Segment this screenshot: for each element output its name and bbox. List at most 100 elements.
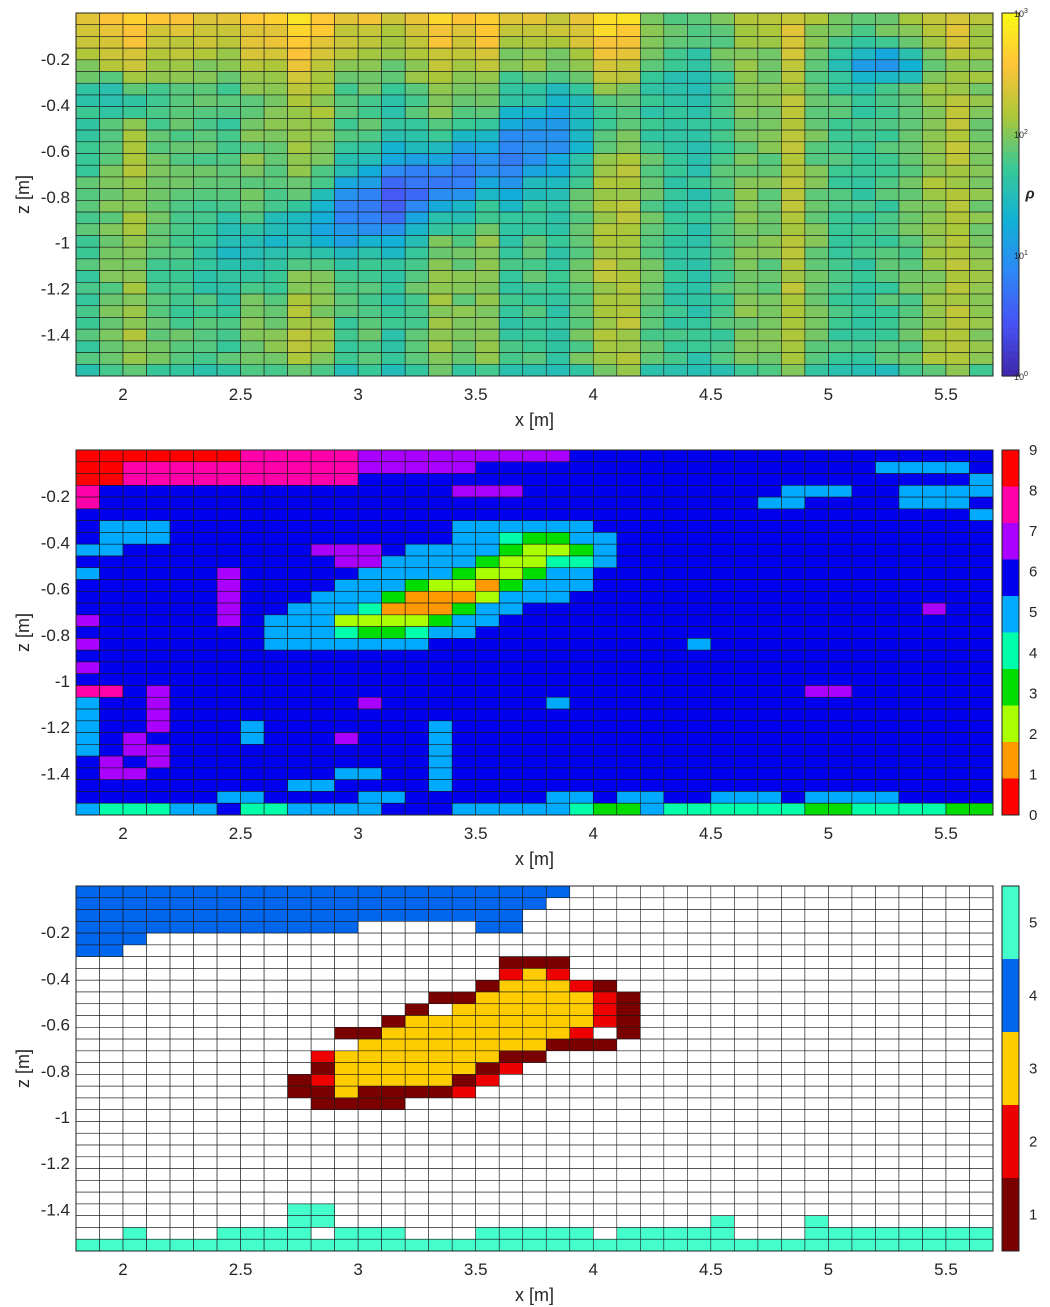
heatmap-cell <box>592 1227 618 1240</box>
heatmap-cell <box>240 106 265 119</box>
heatmap-cell <box>898 944 923 957</box>
heatmap-cell <box>498 246 524 260</box>
heatmap-cell <box>875 1144 900 1158</box>
heatmap-cell <box>522 59 547 72</box>
heatmap-cell <box>287 520 312 533</box>
heatmap-cell <box>357 293 382 307</box>
heatmap-cell <box>969 708 994 722</box>
heatmap-cell <box>592 696 618 710</box>
heatmap-cell <box>545 932 571 946</box>
heatmap-cell <box>522 1050 547 1063</box>
heatmap-cell <box>334 567 359 580</box>
heatmap-cell <box>122 673 147 686</box>
heatmap-cell <box>216 363 241 377</box>
heatmap-cell <box>216 1121 241 1134</box>
heatmap-cell <box>99 579 124 592</box>
heatmap-cell <box>828 141 853 154</box>
heatmap-cell <box>875 991 900 1005</box>
heatmap-cell <box>592 305 618 318</box>
heatmap-cell <box>781 543 806 557</box>
heatmap-cell <box>498 720 524 733</box>
heatmap-cell <box>404 485 429 498</box>
heatmap-cell <box>945 82 970 96</box>
heatmap-cell <box>169 956 194 969</box>
heatmap-cell <box>193 1074 218 1087</box>
heatmap-cell <box>734 590 759 604</box>
heatmap-cell <box>757 1156 782 1169</box>
heatmap-cell <box>193 82 218 96</box>
heatmap-cell <box>969 1038 994 1052</box>
heatmap-cell <box>804 485 829 498</box>
heatmap-cell <box>569 1203 594 1216</box>
heatmap-cell <box>945 661 970 675</box>
heatmap-cell <box>757 685 782 698</box>
heatmap-cell <box>851 991 876 1005</box>
heatmap-cell <box>945 1074 970 1087</box>
heatmap-cell <box>310 755 335 769</box>
heatmap-cell <box>216 211 241 225</box>
heatmap-cell <box>616 82 641 96</box>
heatmap-cell <box>334 340 359 353</box>
heatmap-cell <box>616 1191 641 1205</box>
heatmap-cell <box>287 567 312 580</box>
heatmap-cell <box>781 258 806 271</box>
heatmap-cell <box>898 579 923 592</box>
heatmap-cell <box>875 141 900 154</box>
heatmap-cell <box>828 921 853 934</box>
heatmap-cell <box>663 223 688 236</box>
heatmap-cell <box>875 791 900 804</box>
heatmap-cell <box>99 944 124 957</box>
heatmap-cell <box>592 508 618 521</box>
heatmap-cell <box>828 1109 853 1122</box>
heatmap-cell <box>687 626 712 639</box>
heatmap-cell <box>687 1038 712 1052</box>
heatmap-cell <box>381 1074 406 1087</box>
x-tick-label: 4.5 <box>699 385 723 404</box>
heatmap-cell <box>616 36 641 49</box>
heatmap-cell <box>475 1050 500 1063</box>
heatmap-cell <box>122 909 147 922</box>
heatmap-cell <box>616 921 641 934</box>
heatmap-cell <box>428 106 453 119</box>
heatmap-cell <box>969 449 994 463</box>
heatmap-cell <box>592 1121 618 1134</box>
colorbar-tick-label: 3 <box>1029 1061 1037 1078</box>
heatmap-cell <box>875 164 900 178</box>
heatmap-cell <box>193 1215 218 1228</box>
heatmap-cell <box>75 649 100 663</box>
heatmap-cell <box>381 968 406 981</box>
heatmap-cell <box>169 626 194 639</box>
heatmap-cell <box>263 932 288 946</box>
heatmap-cell <box>710 909 735 922</box>
heatmap-cell <box>569 1074 594 1087</box>
heatmap-cell <box>616 744 641 757</box>
heatmap-cell <box>240 1144 265 1158</box>
heatmap-cell <box>710 1215 735 1228</box>
heatmap-cell <box>404 1156 429 1169</box>
heatmap-cell <box>357 1050 382 1063</box>
heatmap-cell <box>663 921 688 934</box>
heatmap-cell <box>498 164 524 178</box>
heatmap-cell <box>240 12 265 26</box>
heatmap-cell <box>945 1180 970 1193</box>
heatmap-cell <box>640 47 665 61</box>
heatmap-cell <box>616 1168 641 1181</box>
heatmap-cell <box>522 246 547 260</box>
heatmap-cell <box>216 235 241 248</box>
heatmap-cell <box>945 24 970 37</box>
heatmap-cell <box>522 1062 547 1075</box>
heatmap-cell <box>193 968 218 981</box>
heatmap-cell <box>640 614 665 627</box>
colorbar-segment <box>1002 115 1019 123</box>
heatmap-cell <box>146 543 171 557</box>
heatmap-cell <box>263 235 288 248</box>
heatmap-cell <box>310 590 335 604</box>
heatmap-cell <box>875 932 900 946</box>
heatmap-cell <box>804 328 829 342</box>
heatmap-cell <box>898 732 923 745</box>
heatmap-cell <box>240 188 265 201</box>
heatmap-cell <box>592 235 618 248</box>
heatmap-cell <box>475 909 500 922</box>
heatmap-cell <box>310 36 335 49</box>
heatmap-cell <box>451 59 477 72</box>
